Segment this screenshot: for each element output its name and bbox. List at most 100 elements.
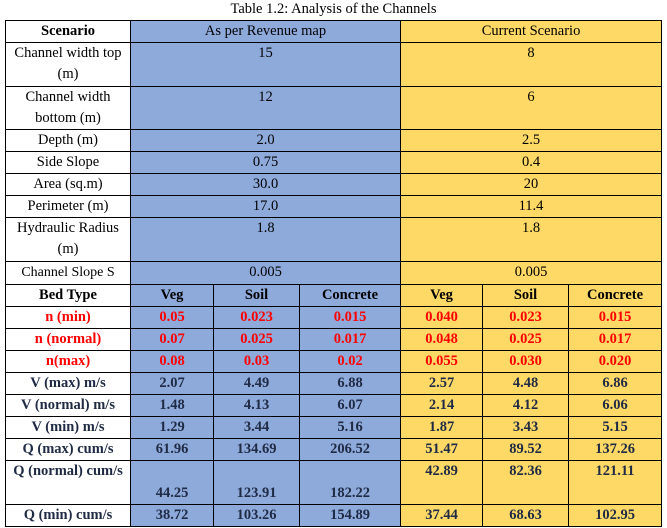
table-cell: 121.11 [568,460,663,505]
table-cell: 137.26 [568,438,663,461]
table-caption: Table 1.2: Analysis of the Channels [230,1,437,17]
table-cell: 51.47 [400,438,484,461]
row-label: n (min) [5,306,131,329]
table-row: Q (max) cum/s 61.96 134.69 206.52 51.47 89.52… [5,438,663,461]
row-label: Q (min) cum/s [5,504,131,527]
table-cell: 1.48 [130,394,214,417]
table-row: n (normal) 0.07 0.025 0.017 0.048 0.025 0.017 [5,328,663,351]
param-label: Depth (m) [5,129,131,152]
row-label: Q (normal) cum/s [5,460,131,505]
revenue-value: 0.005 [129,261,402,285]
row-label: n (normal) [5,328,131,351]
table-cell: 0.023 [213,306,300,329]
table-cell: 6.86 [568,372,663,395]
current-value: 0.005 [400,261,663,285]
table-cell: 5.15 [568,416,663,439]
table-cell: 103.26 [213,504,300,527]
table-cell: 6.06 [568,394,663,417]
channel-analysis-table: Scenario As per Revenue map Current Scen… [5,20,663,527]
col-header: Soil [213,284,300,307]
col-header: Soil [482,284,570,307]
table-cell: 2.57 [400,372,484,395]
table-cell: 6.88 [298,372,402,395]
table-cell: 4.49 [213,372,300,395]
table-cell: 4.12 [482,394,570,417]
table-cell: 89.52 [482,438,570,461]
param-row: Perimeter (m) 17.0 11.4 [5,195,663,218]
revenue-value: 12 [129,86,402,130]
current-value: 1.8 [400,217,663,262]
param-label: Channel Slope S [5,261,131,285]
table-cell: 0.055 [400,350,484,373]
table-cell: 0.023 [482,306,570,329]
row-label: n(max) [5,350,131,373]
header-scenario: Scenario [5,20,131,43]
param-label: Hydraulic Radius (m) [5,217,131,262]
table-cell: 1.87 [400,416,484,439]
param-label: Side Slope [5,151,131,174]
table-cell: 0.08 [130,350,214,373]
table-cell: 37.44 [400,504,484,527]
table-cell: 82.36 [482,460,570,505]
row-label: V (normal) m/s [5,394,131,417]
current-value: 20 [400,173,663,196]
table-cell: 42.89 [400,460,484,505]
table-cell: 123.91 [213,460,300,505]
param-label: Channel width bottom (m) [5,86,131,130]
param-row: Channel Slope S 0.005 0.005 [5,261,663,285]
table-cell: 4.48 [482,372,570,395]
table-cell: 3.44 [213,416,300,439]
table-cell: 0.02 [298,350,402,373]
current-value: 8 [400,42,663,87]
table-row: V (normal) m/s 1.48 4.13 6.07 2.14 4.12 6.06 [5,394,663,417]
table-row: Q (min) cum/s 38.72 103.26 154.89 37.44 68.63… [5,504,663,527]
table-cell: 0.015 [298,306,402,329]
revenue-value: 17.0 [129,195,402,218]
col-header: Veg [400,284,484,307]
col-header: Concrete [568,284,663,307]
table-cell: 5.16 [298,416,402,439]
header-revenue-map: As per Revenue map [129,20,402,43]
param-row: Hydraulic Radius (m) 1.8 1.8 [5,217,663,262]
revenue-value: 30.0 [129,173,402,196]
table-cell: 38.72 [130,504,214,527]
table-cell: 0.048 [400,328,484,351]
param-row: Channel width top (m) 15 8 [5,42,663,87]
table-cell: 102.95 [568,504,663,527]
table-cell: 68.63 [482,504,570,527]
table-cell: 0.040 [400,306,484,329]
param-label: Area (sq.m) [5,173,131,196]
table-cell: 6.07 [298,394,402,417]
table-cell: 3.43 [482,416,570,439]
param-row: Area (sq.m) 30.0 20 [5,173,663,196]
param-label: Perimeter (m) [5,195,131,218]
row-label: Q (max) cum/s [5,438,131,461]
table-cell: 134.69 [213,438,300,461]
table-cell: 1.29 [130,416,214,439]
table-cell: 0.017 [298,328,402,351]
row-label: V (max) m/s [5,372,131,395]
table-cell: 0.03 [213,350,300,373]
table-cell: 0.05 [130,306,214,329]
table-cell: 0.025 [213,328,300,351]
header-current-scenario: Current Scenario [400,20,663,43]
bed-type-header-row: Bed Type Veg Soil Concrete Veg Soil Conc… [5,284,663,307]
current-value: 11.4 [400,195,663,218]
row-label: V (min) m/s [5,416,131,439]
bed-type-label: Bed Type [5,284,131,307]
table-row: V (min) m/s 1.29 3.44 5.16 1.87 3.43 5.15 [5,416,663,439]
table-cell: 206.52 [298,438,402,461]
table-cell: 0.07 [130,328,214,351]
col-header: Concrete [298,284,402,307]
revenue-value: 2.0 [129,129,402,152]
revenue-value: 15 [129,42,402,87]
col-header: Veg [130,284,214,307]
param-row: Side Slope 0.75 0.4 [5,151,663,174]
current-value: 2.5 [400,129,663,152]
table-row: Q (normal) cum/s 44.25 123.91 182.22 42.89 82… [5,460,663,505]
table-cell: 2.07 [130,372,214,395]
table-row: V (max) m/s 2.07 4.49 6.88 2.57 4.48 6.86 [5,372,663,395]
revenue-value: 0.75 [129,151,402,174]
table-cell: 182.22 [298,460,402,505]
param-row: Depth (m) 2.0 2.5 [5,129,663,152]
